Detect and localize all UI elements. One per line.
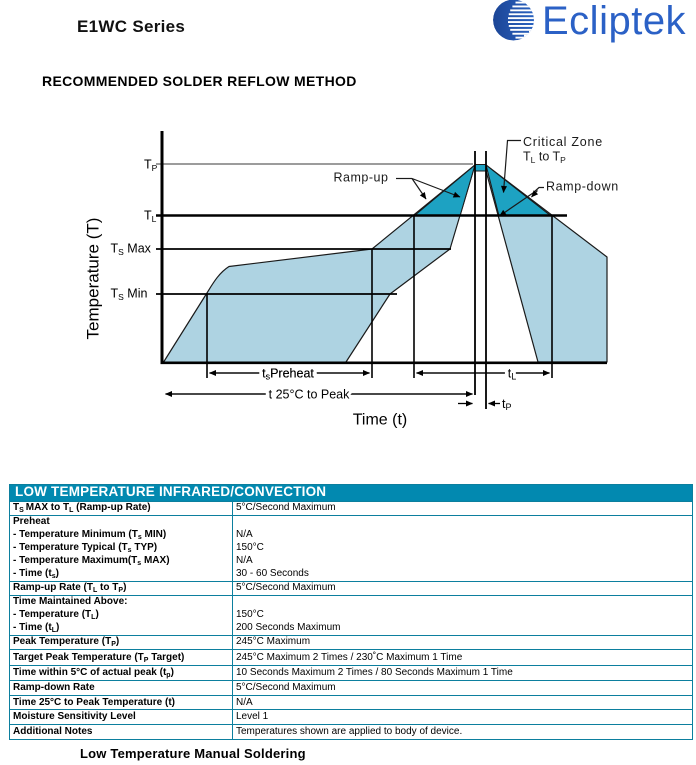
svg-text:tsPreheat: tsPreheat bbox=[262, 367, 314, 382]
svg-text:TP: TP bbox=[144, 158, 158, 174]
svg-text:tL: tL bbox=[508, 367, 517, 382]
svg-text:Ramp-down: Ramp-down bbox=[546, 180, 619, 194]
svg-text:Temperature (T): Temperature (T) bbox=[84, 218, 103, 340]
svg-text:Critical Zone: Critical Zone bbox=[523, 135, 603, 149]
svg-text:Time (t): Time (t) bbox=[353, 412, 408, 429]
svg-text:t 25°C to Peak: t 25°C to Peak bbox=[269, 388, 350, 402]
svg-text:TL to TP: TL to TP bbox=[523, 150, 566, 166]
svg-text:Ramp-up: Ramp-up bbox=[334, 171, 389, 185]
svg-text:TS Max: TS Max bbox=[111, 242, 152, 258]
svg-text:tP: tP bbox=[502, 397, 512, 412]
svg-text:tsPreheat: tsPreheat bbox=[262, 367, 314, 382]
svg-text:TS Min: TS Min bbox=[111, 287, 148, 303]
svg-text:t 25°C to Peak: t 25°C to Peak bbox=[269, 388, 350, 402]
svg-text:TL: TL bbox=[144, 209, 157, 225]
